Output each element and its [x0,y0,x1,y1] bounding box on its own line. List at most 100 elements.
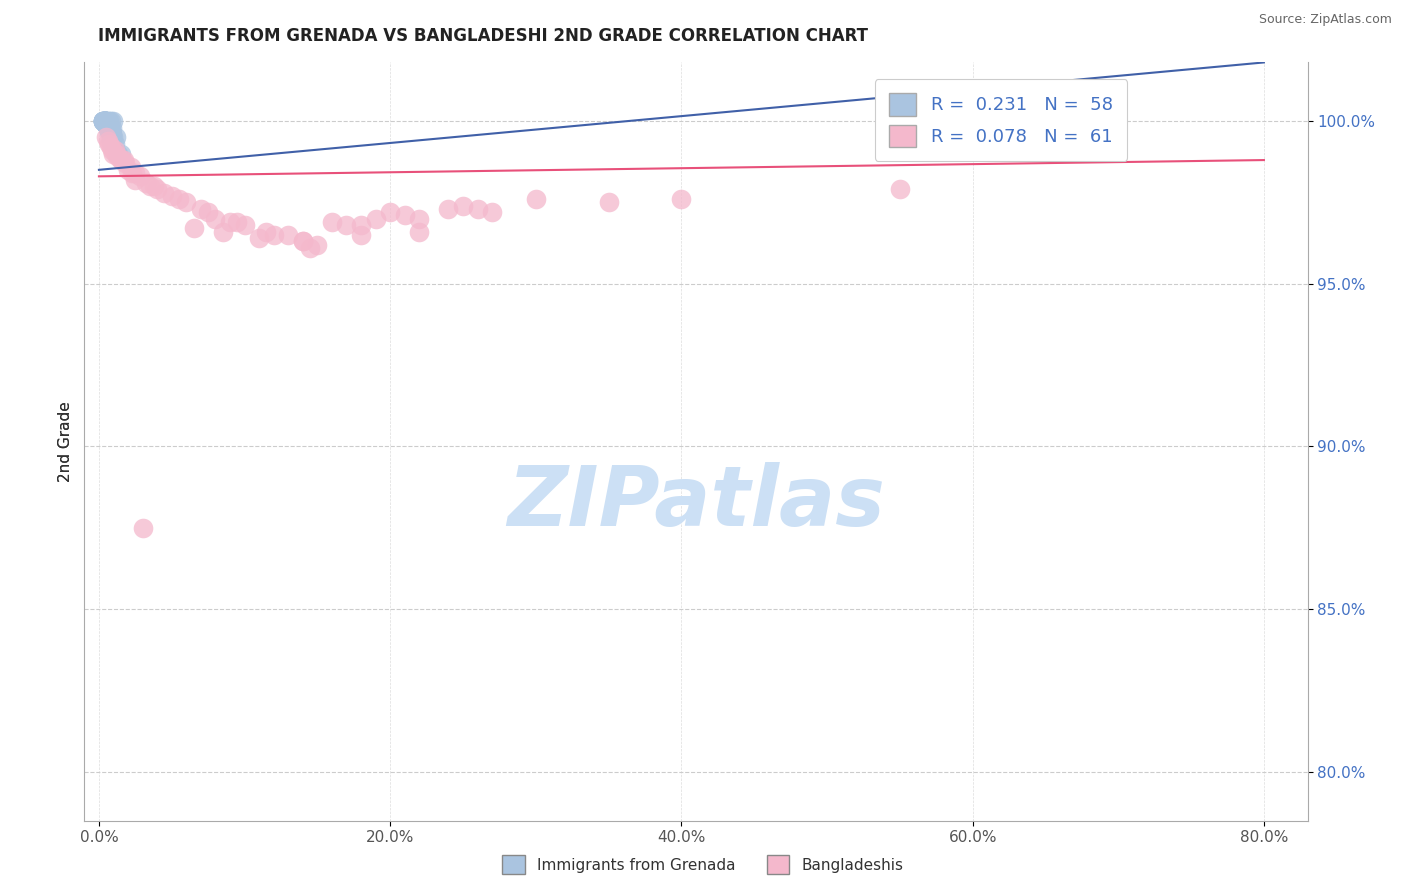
Point [104,143,127,157]
Point [111,153,134,167]
Point [101,143,124,157]
Point [103,114,125,128]
Point [96,130,118,145]
Point [96,117,118,131]
Point [364,211,387,226]
Point [91,114,114,128]
Point [93,114,115,128]
Point [146,182,169,196]
Point [100,134,122,148]
Point [97,117,120,131]
Point [98,136,121,151]
Point [93,114,115,128]
Point [97,120,120,135]
Point [100,124,122,138]
Point [139,179,162,194]
Point [889,182,911,196]
Point [97,120,120,135]
Point [110,153,132,167]
Point [100,130,122,145]
Point [277,227,299,242]
Point [96,114,118,128]
Point [204,211,226,226]
Text: ZIPatlas: ZIPatlas [508,462,884,542]
Point [110,146,132,161]
Point [93,114,115,128]
Point [97,120,120,135]
Point [97,120,120,135]
Point [380,205,402,219]
Y-axis label: 2nd Grade: 2nd Grade [58,401,73,482]
Point [481,205,503,219]
Point [103,130,125,145]
Point [112,153,135,167]
Point [98,124,121,138]
Point [394,208,416,222]
Point [107,146,129,161]
Point [96,117,118,131]
Point [299,241,322,255]
Point [135,176,157,190]
Point [91,114,114,128]
Point [451,199,474,213]
Point [121,166,143,180]
Point [100,114,122,128]
Point [120,160,142,174]
Point [124,166,146,180]
Point [247,231,270,245]
Point [101,127,124,141]
Text: Source: ZipAtlas.com: Source: ZipAtlas.com [1258,13,1392,27]
Point [93,114,115,128]
Point [101,120,124,135]
Point [93,114,115,128]
Point [131,521,153,535]
Y-axis label: 2nd Grade: 2nd Grade [58,401,73,482]
Point [219,215,242,229]
Point [96,114,118,128]
Point [98,124,121,138]
Point [117,162,139,177]
Point [211,225,233,239]
Point [93,114,115,128]
Point [335,218,357,232]
Point [307,237,329,252]
Legend: Immigrants from Grenada, Bangladeshis: Immigrants from Grenada, Bangladeshis [496,849,910,880]
Point [91,114,114,128]
Point [167,192,190,206]
Point [96,117,118,131]
Point [96,117,118,131]
Point [197,205,219,219]
Point [96,117,118,131]
Point [93,114,115,128]
Point [104,136,127,151]
Point [96,114,118,128]
Point [93,114,115,128]
Point [97,120,120,135]
Point [103,146,125,161]
Point [91,114,114,128]
Point [105,130,128,145]
Point [98,120,121,135]
Point [153,186,176,200]
Point [91,114,114,128]
Point [98,114,121,128]
Point [437,202,460,216]
Point [408,225,430,239]
Point [97,120,120,135]
Point [114,156,136,170]
Point [291,235,314,249]
Point [124,172,146,186]
Point [93,114,115,128]
Point [233,218,256,232]
Point [291,235,314,249]
Point [100,140,122,154]
Point [408,211,430,226]
Point [183,221,205,235]
Point [97,114,120,128]
Point [143,179,166,194]
Point [96,117,118,131]
Point [321,215,343,229]
Point [254,225,277,239]
Point [263,227,285,242]
Point [598,195,620,210]
